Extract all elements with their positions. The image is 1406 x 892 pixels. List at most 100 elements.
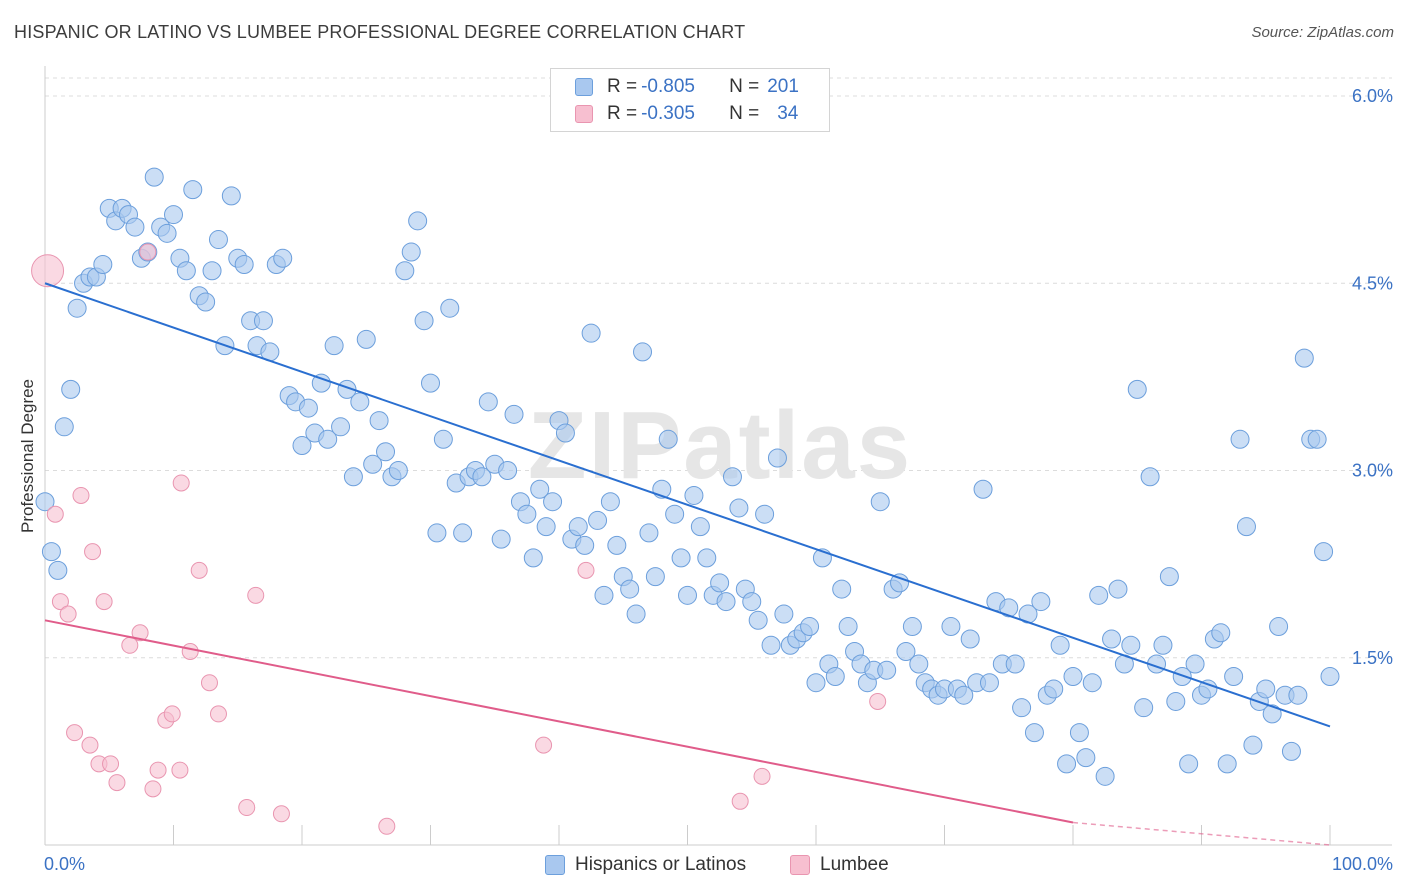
hispanic-point (1217, 754, 1237, 774)
hispanic-point (1024, 723, 1044, 743)
y-axis-label: Professional Degree (18, 378, 37, 534)
hispanic-point (253, 311, 273, 331)
lumbee-point (66, 724, 84, 742)
hispanic-point (639, 523, 659, 543)
hispanic-point (196, 292, 216, 312)
legend-r-value: -0.805 (641, 76, 695, 97)
bottom-legend-lumbee: Lumbee (790, 852, 889, 878)
y-tick-label: 3.0% (1352, 461, 1393, 481)
hispanic-point (941, 617, 961, 637)
hispanic-point (1185, 654, 1205, 674)
hispanic-point (1243, 735, 1263, 755)
hispanic-point (1127, 379, 1147, 399)
hispanic-point (498, 461, 518, 480)
hispanic-point (208, 230, 228, 250)
lumbee-point (272, 805, 290, 823)
hispanic-point (645, 567, 665, 587)
lumbee-point (95, 593, 113, 611)
hispanic-point (1012, 698, 1032, 718)
hispanic-point (954, 685, 974, 705)
hispanic-point (530, 479, 550, 499)
hispanic-point (1294, 348, 1314, 368)
hispanic-point (61, 379, 81, 399)
hispanic-point (1159, 567, 1179, 587)
hispanic-point (684, 485, 704, 505)
hispanic-point (1005, 654, 1025, 674)
lumbee-point (59, 605, 77, 623)
lumbee-point (84, 543, 102, 561)
lumbee-point (238, 799, 256, 817)
legend-n-value: 201 (767, 76, 799, 97)
lumbee-point (46, 505, 64, 523)
hispanic-point (273, 248, 293, 268)
hispanic-point (633, 342, 653, 362)
hispanic-point (176, 261, 196, 281)
legend-r-label: R = (607, 103, 638, 124)
hispanic-point (825, 666, 845, 686)
hispanic-point (671, 548, 691, 568)
lumbee-point (181, 643, 199, 661)
hispanic-point (408, 211, 428, 231)
hispanic-point (555, 423, 575, 443)
hispanic-point (421, 373, 440, 393)
hispanic-point (767, 448, 787, 468)
bottom-legend-label-hispanic: Hispanics or Latinos (575, 854, 747, 875)
hispanic-point (1031, 592, 1051, 612)
lumbee-point (172, 474, 190, 492)
hispanic-point (1166, 691, 1186, 711)
lumbee-point (102, 755, 120, 773)
hispanic-point (478, 392, 498, 412)
hispanic-point (716, 592, 736, 612)
trend-lines (44, 282, 1331, 846)
lumbee-point (171, 761, 189, 779)
hispanic-point (838, 617, 858, 637)
hispanic-point (356, 329, 376, 349)
hispanic-point (1076, 748, 1096, 768)
hispanic-point (902, 617, 922, 637)
lumbee-point (149, 761, 167, 779)
hispanic-point (401, 242, 421, 262)
bottom-legend-label-lumbee: Lumbee (820, 854, 889, 875)
hispanic-point (1236, 517, 1256, 537)
y-tick-label: 1.5% (1352, 648, 1393, 668)
hispanic-point (999, 598, 1019, 618)
hispanic-point (742, 592, 762, 612)
hispanic-point (234, 255, 254, 275)
hispanic-point (440, 298, 460, 318)
hispanic-point (960, 629, 980, 649)
hispanic-point (1224, 666, 1244, 686)
hispanic-point (800, 617, 820, 637)
legend-n-label: N = (729, 76, 760, 97)
hispanic-point (620, 579, 640, 599)
legend-row-hispanic: R = -0.805 N = 201 (575, 74, 799, 100)
hispanic-point (1320, 666, 1340, 686)
hispanic-point (41, 542, 61, 562)
hispanic-point (125, 217, 145, 237)
hispanic-point (1153, 635, 1173, 655)
hispanic-point (369, 411, 389, 431)
hispanic-point (690, 517, 710, 537)
hispanic-point (665, 504, 685, 524)
hispanic-point (581, 323, 601, 343)
lumbee-point (209, 705, 227, 723)
hispanic-point (183, 180, 203, 200)
grid-lines (45, 77, 1392, 659)
x-tick-label: 100.0% (1332, 854, 1393, 874)
correlation-legend: R = -0.805 N = 201 R = -0.305 N = 34 (550, 68, 830, 132)
hispanic-point (1179, 754, 1199, 774)
hispanic-point (588, 510, 608, 530)
hispanic-point (806, 673, 826, 693)
hispanic-point (1134, 698, 1154, 718)
lumbee-point (31, 254, 65, 288)
hispanic-point (890, 573, 910, 593)
hispanic-point (1262, 704, 1282, 724)
hispanic-point (35, 492, 55, 512)
hispanic-point (414, 311, 434, 331)
scatter-points (31, 167, 1340, 835)
hispanic-point (748, 610, 768, 630)
hispanic-point (1269, 617, 1289, 637)
hispanic-point (1230, 429, 1250, 449)
bottom-legend-swatch-lumbee (790, 855, 810, 875)
hispanic-point (1256, 679, 1276, 699)
